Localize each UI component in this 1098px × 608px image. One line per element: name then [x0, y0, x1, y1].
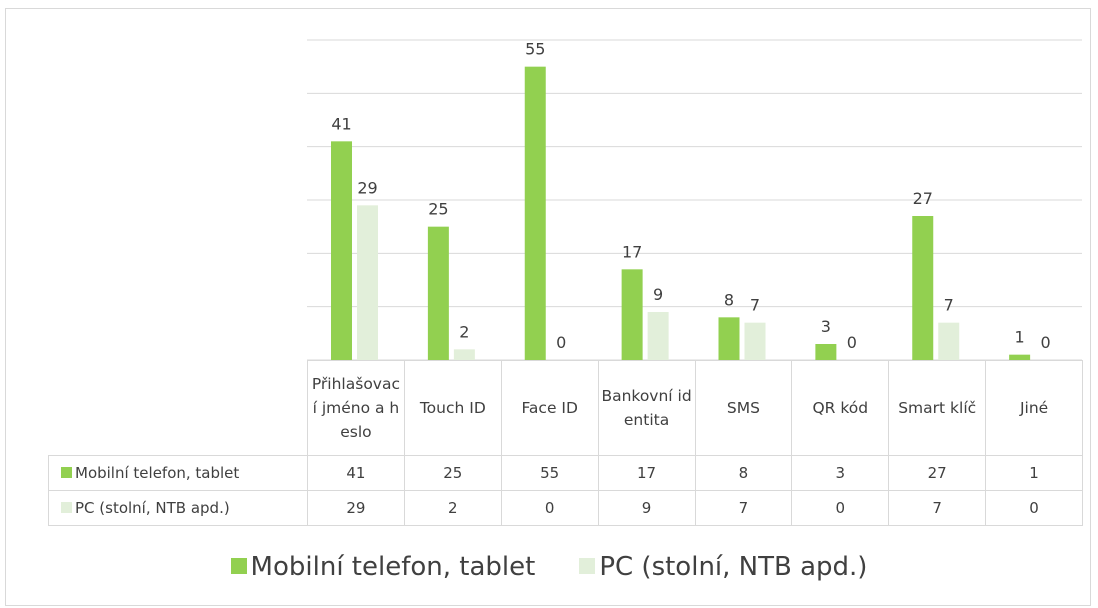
legend: Mobilní telefon, tablet PC (stolní, NTB a…	[0, 552, 1098, 582]
bar	[621, 269, 643, 360]
legend-swatch	[230, 558, 247, 574]
x-tick-label: Face ID	[500, 360, 599, 456]
legend-key	[61, 502, 72, 513]
row-header: PC (stolní, NTB apd.)	[48, 490, 308, 526]
legend-swatch	[579, 558, 596, 574]
table-row: PC (stolní, NTB apd.) 29 2 0 9 7 0 7 0	[48, 490, 1083, 526]
bar	[815, 344, 837, 360]
data-label: 0	[847, 333, 857, 352]
x-tick-label: Jiné	[985, 360, 1083, 456]
bar	[453, 349, 475, 360]
legend-item: Mobilní telefon, tablet	[230, 552, 536, 582]
table-cell: 0	[985, 490, 1083, 526]
data-label: 2	[459, 322, 469, 341]
bar	[718, 317, 740, 360]
x-tick-label: SMS	[694, 360, 793, 456]
data-label: 7	[750, 296, 760, 315]
data-label: 41	[331, 114, 351, 133]
data-label: 55	[525, 40, 545, 59]
row-header: Mobilní telefon, tablet	[48, 455, 308, 491]
table-cell: 1	[985, 455, 1083, 491]
data-label: 27	[913, 189, 933, 208]
table-cell: 29	[307, 490, 405, 526]
bar	[744, 322, 766, 360]
table-row: Mobilní telefon, tablet 41 25 55 17 8 3 27 1	[48, 455, 1083, 491]
table-cell: 8	[694, 455, 793, 491]
bar	[524, 66, 546, 361]
legend-key	[61, 467, 72, 478]
x-tick-label: Smart klíč	[888, 360, 987, 456]
bar	[938, 322, 960, 360]
table-cell: 25	[403, 455, 502, 491]
data-label: 17	[622, 242, 642, 261]
table-cell: 3	[791, 455, 890, 491]
table-cell: 55	[500, 455, 599, 491]
table-cell: 17	[597, 455, 696, 491]
table-cell: 0	[500, 490, 599, 526]
table-cell: 27	[888, 455, 987, 491]
bar	[1009, 354, 1031, 360]
x-tick-label: QR kód	[791, 360, 890, 456]
bar	[331, 141, 352, 360]
table-cell: 0	[791, 490, 890, 526]
table-cell: 2	[403, 490, 502, 526]
blank-cell	[48, 360, 308, 456]
data-label: 1	[1015, 328, 1025, 347]
row-header-text: Mobilní telefon, tablet	[75, 464, 240, 482]
data-label: 3	[821, 317, 831, 336]
data-table: Přihlašovací jméno a heslo Touch ID Face I…	[48, 360, 1083, 526]
table-cell: 9	[597, 490, 696, 526]
x-tick-label: Přihlašovací jméno a heslo	[307, 360, 405, 456]
data-label: 7	[944, 296, 954, 315]
legend-label: Mobilní telefon, tablet	[250, 552, 536, 582]
data-label: 29	[357, 178, 377, 197]
table-cell: 41	[307, 455, 405, 491]
data-label: 8	[724, 290, 734, 309]
bar	[647, 312, 669, 360]
category-row: Přihlašovací jméno a heslo Touch ID Face I…	[48, 360, 1083, 456]
data-label: 0	[556, 333, 566, 352]
data-label: 9	[653, 285, 663, 304]
bar	[427, 226, 449, 360]
legend-item: PC (stolní, NTB apd.)	[579, 552, 867, 582]
bar	[357, 205, 378, 360]
row-header-text: PC (stolní, NTB apd.)	[75, 499, 230, 517]
x-tick-label: Bankovní identita	[597, 360, 696, 456]
x-tick-label: Touch ID	[403, 360, 502, 456]
bar	[912, 216, 934, 360]
legend-label: PC (stolní, NTB apd.)	[599, 552, 868, 582]
data-label: 25	[428, 200, 448, 219]
chart-border	[5, 8, 1091, 606]
data-label: 0	[1041, 333, 1051, 352]
table-cell: 7	[694, 490, 793, 526]
table-cell: 7	[888, 490, 987, 526]
